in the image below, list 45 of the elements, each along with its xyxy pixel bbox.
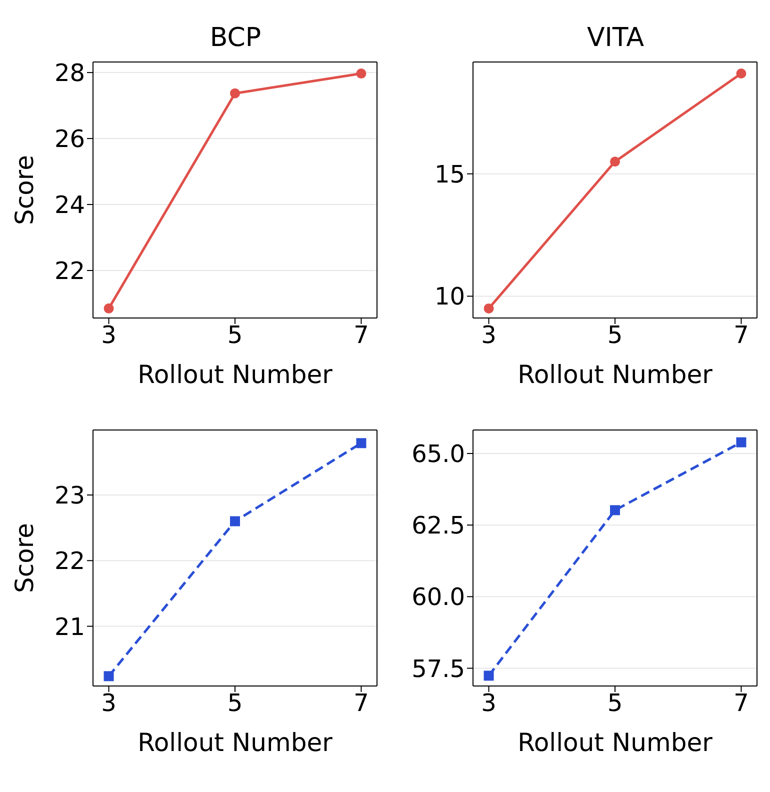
x-tick-label: 3: [101, 321, 116, 350]
y-tick-label: 26: [54, 125, 85, 154]
point: [104, 671, 114, 682]
y-axis-title: Score: [10, 522, 39, 594]
x-tick-label: 3: [481, 689, 496, 718]
point: [610, 156, 620, 167]
x-tick-label: 3: [101, 689, 116, 718]
y-tick-label: 22: [54, 547, 85, 576]
x-tick-label: 7: [354, 321, 369, 350]
y-tick-label: 22: [54, 257, 85, 286]
x-tick-label: 7: [734, 689, 749, 718]
chart-title: VITA: [586, 23, 646, 53]
x-axis-title: Rollout Number: [138, 360, 334, 389]
point: [356, 68, 366, 79]
x-tick-label: 5: [227, 689, 243, 718]
point: [484, 303, 494, 314]
y-tick-label: 10: [434, 282, 465, 311]
point: [356, 438, 366, 448]
y-tick-label: 65.0: [412, 440, 465, 468]
point: [104, 303, 114, 314]
x-axis-title: Rollout Number: [518, 360, 714, 389]
x-axis-title: Rollout Number: [138, 728, 334, 757]
x-tick-label: 3: [481, 321, 496, 350]
x-tick-label: 5: [227, 321, 243, 350]
point: [484, 670, 494, 681]
y-tick-label: 62.5: [412, 512, 465, 540]
x-tick-label: 7: [734, 321, 749, 350]
y-axis-title: Score: [10, 154, 39, 226]
point: [610, 505, 620, 516]
y-tick-label: 21: [54, 612, 85, 641]
chart-title: BCP: [208, 23, 262, 53]
y-tick-label: 57.5: [412, 654, 465, 683]
x-tick-label: 5: [607, 689, 623, 718]
y-tick-label: 24: [54, 191, 85, 220]
x-tick-label: 7: [354, 689, 369, 718]
x-tick-label: 5: [607, 321, 623, 350]
point: [230, 516, 240, 526]
y-tick-label: 60.0: [412, 583, 465, 612]
point: [736, 437, 746, 448]
x-axis-title: Rollout Number: [518, 728, 714, 757]
point: [736, 68, 746, 79]
y-tick-label: 23: [54, 482, 85, 510]
point: [230, 88, 240, 98]
y-tick-label: 28: [54, 59, 85, 88]
y-tick-label: 15: [434, 160, 465, 188]
